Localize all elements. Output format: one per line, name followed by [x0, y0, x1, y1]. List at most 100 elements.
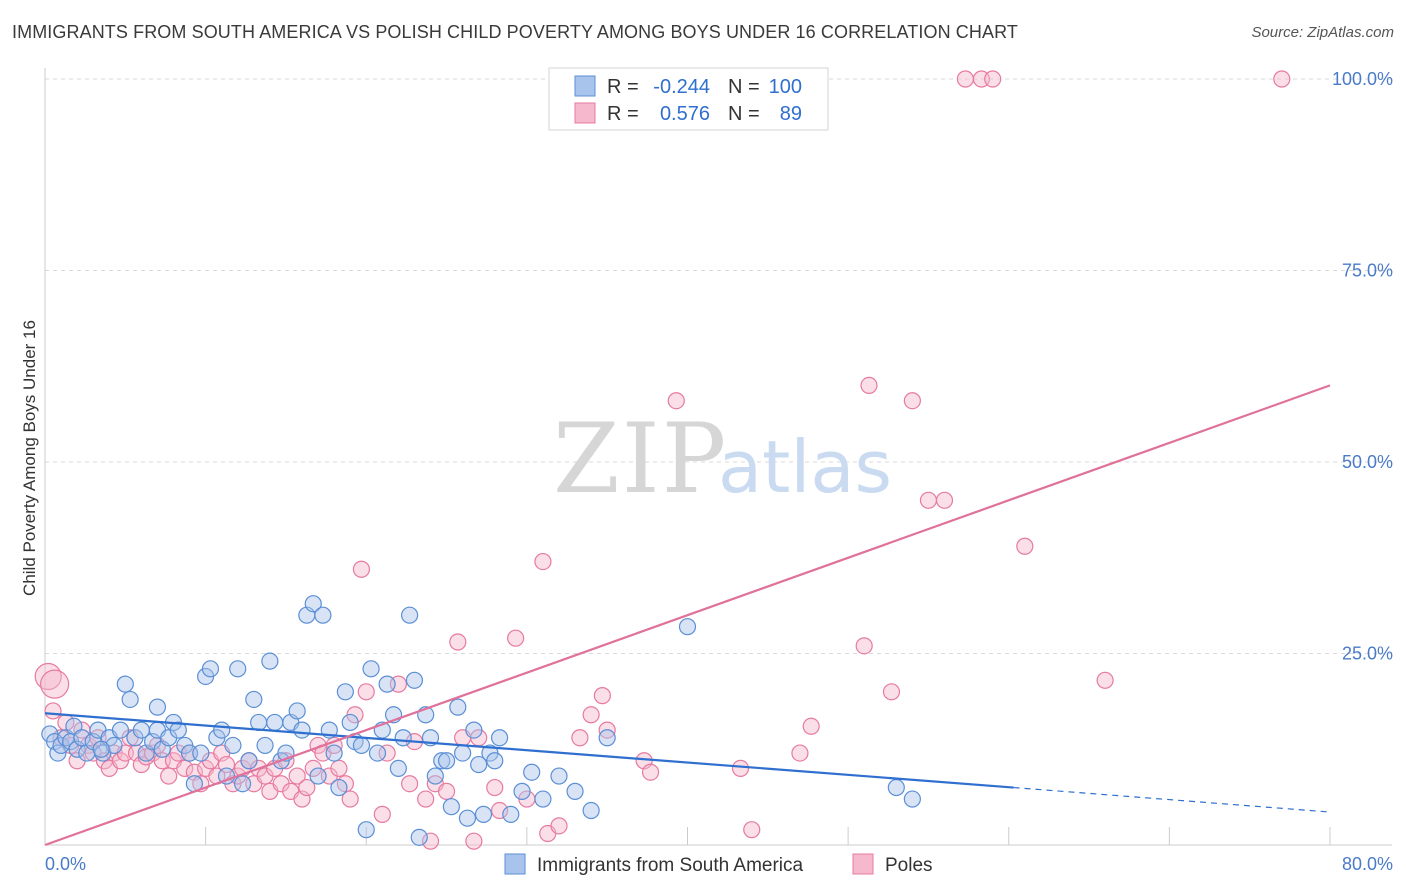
data-point: [169, 721, 187, 739]
data-point: [410, 828, 428, 846]
data-point: [667, 392, 685, 410]
data-point: [288, 767, 306, 785]
data-point: [229, 660, 247, 678]
data-point: [245, 690, 263, 709]
data-point: [1273, 70, 1291, 88]
data-point: [288, 702, 306, 720]
data-point: [121, 690, 139, 709]
stats-n-label-blue: N =: [728, 76, 760, 98]
data-point: [513, 782, 531, 800]
data-point: [44, 702, 62, 720]
data-point: [486, 778, 504, 797]
data-point: [437, 782, 456, 800]
data-point: [465, 832, 483, 850]
data-point: [293, 721, 311, 739]
data-point: [474, 805, 493, 823]
data-point: [148, 698, 167, 716]
stats-legend: R = -0.244 N = 100 R = 0.576 N = 89: [548, 67, 829, 131]
data-point: [240, 752, 258, 770]
data-point: [534, 552, 552, 571]
data-point: [984, 70, 1002, 88]
data-point: [341, 713, 359, 732]
watermark: ZIP atlas: [553, 403, 892, 515]
data-point: [550, 817, 568, 835]
legend-swatch-poles: [852, 853, 874, 875]
x-tick-label: 0.0%: [45, 854, 86, 874]
y-axis-label: Child Poverty Among Boys Under 16: [20, 320, 39, 596]
data-point: [523, 763, 541, 781]
stats-swatch-pink: [574, 102, 596, 124]
data-point: [368, 744, 387, 762]
stats-n-label-pink: N =: [728, 103, 760, 125]
data-point: [454, 744, 472, 762]
data-point: [304, 595, 322, 613]
data-point: [325, 744, 343, 762]
data-point: [598, 729, 616, 747]
data-point: [433, 752, 451, 770]
data-point: [405, 671, 424, 689]
stats-r-value-pink: 0.576: [660, 103, 710, 125]
data-point: [352, 560, 371, 578]
legend-swatch-immigrants: [504, 853, 526, 875]
trend-line-immigrants: [44, 712, 1014, 789]
data-point: [1096, 671, 1114, 689]
data-point: [224, 736, 242, 755]
data-point: [401, 606, 419, 624]
data-point: [566, 782, 584, 800]
data-point: [582, 706, 600, 724]
data-point: [502, 805, 520, 823]
data-point: [401, 775, 419, 793]
data-point: [357, 821, 375, 839]
data-point: [935, 491, 954, 509]
data-point: [1016, 537, 1034, 555]
axes: [44, 68, 1392, 846]
data-point: [309, 767, 327, 785]
data-point: [417, 790, 435, 808]
data-point: [357, 683, 375, 701]
data-point: [582, 801, 600, 820]
data-point: [442, 798, 460, 816]
data-point: [507, 629, 525, 647]
immigrants-points: [41, 595, 921, 846]
y-tick-label: 100.0%: [1332, 69, 1393, 89]
data-point: [160, 767, 178, 785]
watermark-zip: ZIP: [553, 403, 728, 515]
data-point: [449, 698, 467, 716]
data-point: [860, 376, 878, 394]
data-point: [802, 717, 820, 735]
data-point: [330, 778, 348, 797]
trend-lines: [44, 384, 1331, 847]
stats-r-label-blue: R =: [607, 76, 639, 98]
stats-swatch-blue: [574, 75, 596, 97]
source-credit: Source: ZipAtlas.com: [1251, 24, 1394, 41]
stats-n-value-pink: 89: [780, 103, 802, 125]
y-tick-label: 75.0%: [1342, 261, 1393, 281]
data-point: [233, 775, 252, 793]
bottom-legend: Immigrants from South America Poles: [504, 853, 933, 876]
data-point: [887, 778, 905, 797]
data-point: [394, 729, 412, 747]
data-point: [298, 778, 316, 797]
data-point: [678, 618, 697, 636]
data-point: [458, 809, 477, 827]
data-point: [256, 736, 274, 755]
data-point: [116, 675, 134, 693]
data-point: [731, 759, 750, 778]
data-point: [550, 767, 568, 785]
data-point: [956, 70, 974, 88]
data-point: [378, 675, 396, 693]
legend-label-immigrants: Immigrants from South America: [537, 855, 804, 876]
data-point: [641, 763, 660, 781]
data-point: [421, 832, 440, 850]
legend-label-poles: Poles: [885, 855, 933, 876]
data-point: [92, 740, 110, 758]
data-point: [919, 491, 938, 509]
watermark-atlas: atlas: [718, 425, 892, 509]
data-point: [903, 790, 921, 808]
data-point: [791, 744, 809, 762]
data-point: [903, 392, 921, 410]
data-point: [490, 729, 509, 747]
data-point: [378, 744, 396, 762]
data-point: [571, 729, 589, 747]
data-point: [73, 729, 91, 747]
